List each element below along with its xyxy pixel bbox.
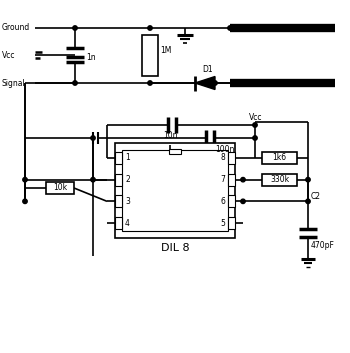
Circle shape (91, 178, 95, 182)
Circle shape (306, 178, 310, 182)
Text: 330k: 330k (270, 175, 289, 184)
Circle shape (23, 178, 27, 182)
Text: Vcc: Vcc (2, 50, 15, 60)
Circle shape (91, 136, 95, 140)
Text: 1k6: 1k6 (272, 154, 287, 162)
Text: 4: 4 (125, 219, 130, 227)
Circle shape (306, 199, 310, 204)
Text: D1: D1 (202, 66, 213, 74)
Text: Ground: Ground (2, 24, 30, 32)
Text: 6: 6 (220, 197, 225, 206)
Bar (262, 152, 297, 164)
Bar (142, 35, 158, 76)
Text: 10k: 10k (53, 184, 67, 192)
Bar (228, 195, 235, 207)
Text: DIL 8: DIL 8 (161, 243, 189, 253)
Bar (115, 174, 122, 186)
Bar (228, 174, 235, 186)
Bar (169, 149, 181, 154)
Text: Vcc: Vcc (249, 113, 262, 121)
Text: 3: 3 (125, 197, 130, 206)
Circle shape (241, 178, 245, 182)
Polygon shape (195, 77, 215, 90)
Bar (115, 217, 122, 229)
Bar (228, 152, 235, 164)
Circle shape (73, 81, 77, 85)
Circle shape (253, 123, 257, 127)
Bar (228, 217, 235, 229)
Text: 7: 7 (220, 175, 225, 184)
Circle shape (253, 136, 257, 140)
Text: 1M: 1M (160, 46, 172, 55)
Bar (122, 150, 228, 231)
Bar (46, 182, 74, 194)
Circle shape (241, 199, 245, 204)
Text: 470pF: 470pF (311, 240, 335, 250)
Text: 2: 2 (125, 175, 130, 184)
Text: Signal: Signal (2, 78, 26, 88)
Text: 1: 1 (125, 154, 130, 162)
Bar (115, 195, 122, 207)
Text: 8: 8 (220, 154, 225, 162)
Circle shape (73, 26, 77, 30)
Text: 10n: 10n (163, 132, 177, 140)
Bar (115, 152, 122, 164)
Circle shape (148, 81, 152, 85)
Text: 100n: 100n (215, 144, 235, 154)
Text: C2: C2 (311, 192, 321, 201)
Text: 1n: 1n (86, 53, 96, 61)
Circle shape (228, 26, 232, 30)
Text: 5: 5 (220, 219, 225, 227)
Bar (262, 174, 297, 186)
Circle shape (213, 81, 217, 85)
Circle shape (148, 26, 152, 30)
Bar (115, 143, 235, 238)
Circle shape (23, 199, 27, 204)
